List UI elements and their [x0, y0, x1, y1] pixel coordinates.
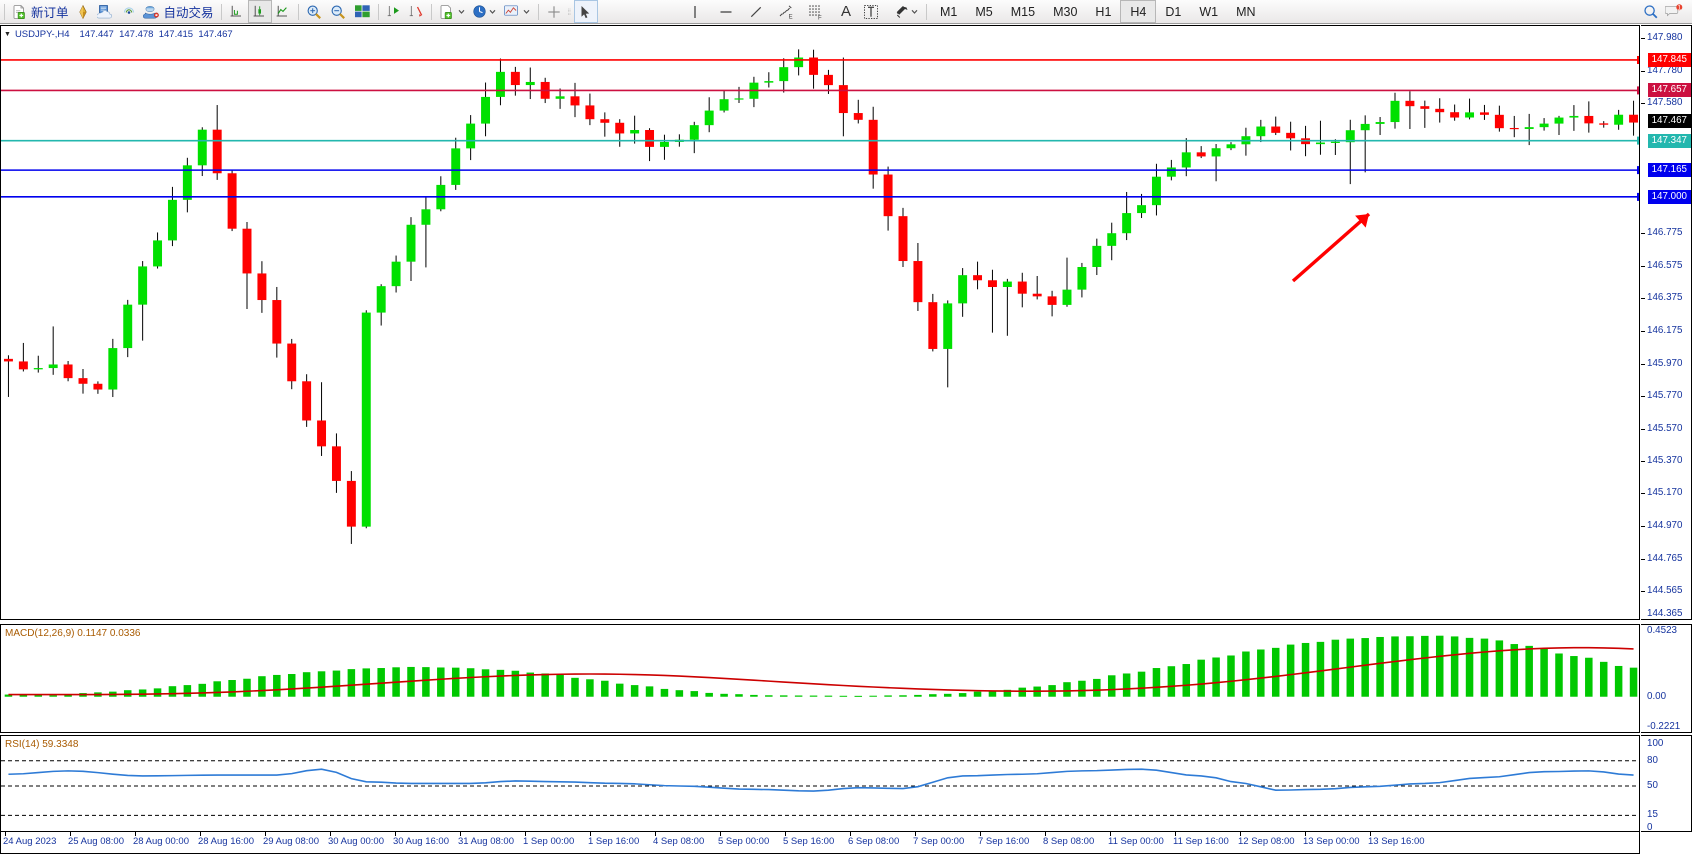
svg-text:1: 1 — [1678, 4, 1682, 11]
svg-text:F: F — [818, 15, 822, 20]
svg-text:E: E — [789, 14, 793, 20]
